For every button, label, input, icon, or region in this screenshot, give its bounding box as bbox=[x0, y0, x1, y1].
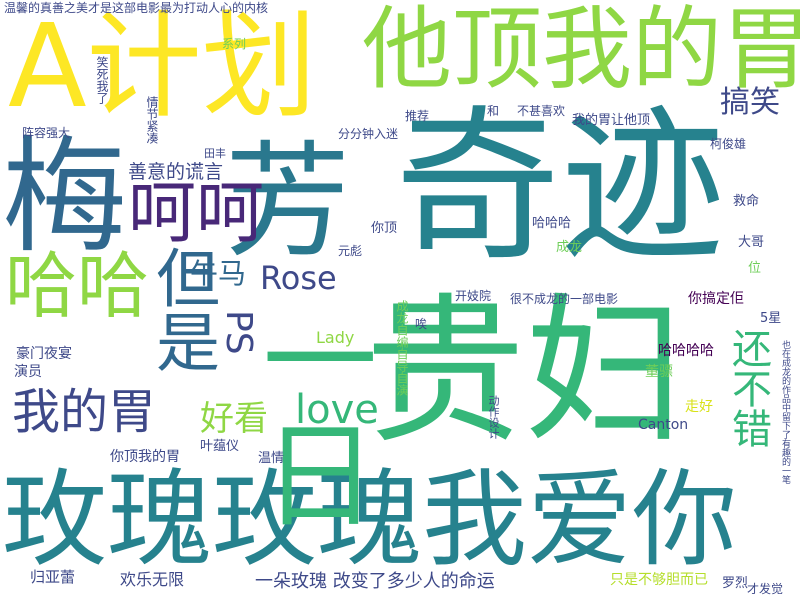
word-guiyalei: 归亚蕾 bbox=[30, 568, 76, 586]
word-shanyi-de-huangyan: 善意的谎言 bbox=[128, 161, 224, 183]
word-yuanbiao: 元彪 bbox=[338, 244, 363, 258]
word-danshi: 但是 bbox=[145, 245, 219, 373]
word-zhenrong-qiangda: 阵容强大 bbox=[22, 126, 71, 140]
word-he: 和 bbox=[487, 104, 500, 118]
word-a-jihua: A计划 bbox=[8, 0, 317, 134]
word-haibucuo: 还不错 bbox=[725, 328, 771, 448]
word-dage: 大哥 bbox=[738, 235, 765, 250]
word-yanyuan: 演员 bbox=[14, 364, 42, 380]
word-ta-ding-wo-de-wei: 他顶我的胃 bbox=[362, 0, 800, 102]
word-lady: Lady bbox=[316, 328, 355, 347]
word-tuijian: 推荐 bbox=[405, 109, 430, 123]
word-wenxin-headline: 温馨的真善之美才是这部电影最为打动人心的内核 bbox=[4, 1, 269, 15]
word-guifu: 贵妇 bbox=[365, 278, 686, 465]
word-qiji: 奇迹 bbox=[395, 91, 725, 283]
word-niding: 你顶 bbox=[371, 221, 398, 236]
word-caifajue: 才发觉 bbox=[747, 582, 784, 596]
word-jiuming: 救命 bbox=[733, 194, 760, 209]
word-haokan: 好看 bbox=[200, 399, 268, 439]
word-ni-ding-wo-de-wei: 你顶我的胃 bbox=[110, 449, 180, 465]
word-wuma: 午马 bbox=[190, 257, 247, 290]
word-love: love bbox=[295, 387, 379, 433]
word-wenqing: 温情 bbox=[258, 451, 285, 466]
word-haha: 哈哈 bbox=[5, 244, 150, 328]
word-ai: 唉 bbox=[415, 317, 428, 331]
word-wo-de-wei: 我的胃 bbox=[12, 384, 157, 440]
word-rose: Rose bbox=[260, 259, 337, 297]
word-wei: 位 bbox=[748, 261, 762, 276]
word-huanle-wuxian: 欢乐无限 bbox=[120, 570, 185, 589]
word-hahahaha: 哈哈哈哈 bbox=[658, 343, 714, 359]
word-yeyunyi: 叶蕴仪 bbox=[200, 439, 240, 454]
word-chenglong: 成龙 bbox=[556, 240, 583, 255]
word-hehe: 呵呵 bbox=[128, 174, 265, 253]
word-mei: 梅 bbox=[2, 125, 127, 270]
word-luolie: 罗烈 bbox=[722, 576, 749, 591]
word-wo-de-wei-rang-ta-ding: 我的胃让他顶 bbox=[572, 113, 651, 128]
word-kejunxiong: 柯俊雄 bbox=[710, 137, 747, 151]
word-qingjie-jincou: 情节紧凑 bbox=[145, 96, 159, 144]
word-fenfenzhong-rumi: 分分钟入迷 bbox=[338, 127, 399, 141]
word-hen-bu-chenglong: 很不成龙的一部电影 bbox=[510, 292, 619, 306]
word-zouhao: 走好 bbox=[685, 399, 713, 415]
word-ye-zai-chenglong: 也在成龙的作品中留下了有趣的一笔 bbox=[780, 340, 790, 484]
word-hahaha: 哈哈哈 bbox=[532, 216, 572, 231]
word-bushen-xihuan: 不甚喜欢 bbox=[517, 104, 566, 118]
word-kai-jiyuan: 开妓院 bbox=[455, 289, 492, 303]
word-ps: PS bbox=[218, 310, 259, 355]
word-yiduo-meigui: 一朵玫瑰 改变了多少人的命运 bbox=[255, 571, 495, 592]
word-fang: 芳 bbox=[225, 130, 350, 275]
word-chenglong-zibian-zidao-ziyan: 成龙自编自导自演 bbox=[395, 300, 409, 396]
word-5xing: 5星 bbox=[760, 311, 782, 326]
word-dongpiao: 董骠 bbox=[645, 364, 673, 380]
word-xilie: 系列 bbox=[222, 37, 247, 51]
word-yiri: 一日 bbox=[243, 300, 377, 530]
word-gaoxiao: 搞笑 bbox=[720, 85, 780, 120]
word-xiao-si-wo-le: 笑死我了 bbox=[95, 56, 109, 104]
word-dongzuo-sheji: 动作设计 bbox=[487, 395, 500, 439]
word-ni-gaoding-keoi: 你搞定佢 bbox=[688, 291, 744, 307]
word-haomen-yeyan: 豪门夜宴 bbox=[16, 346, 72, 362]
word-zhishi-bugou-dan: 只是不够胆而已 bbox=[610, 572, 708, 588]
word-tianfeng: 田丰 bbox=[204, 147, 226, 160]
word-meigui-woaini: 玫瑰玫瑰我爱你 bbox=[2, 459, 738, 581]
word-canton: Canton bbox=[638, 417, 689, 433]
